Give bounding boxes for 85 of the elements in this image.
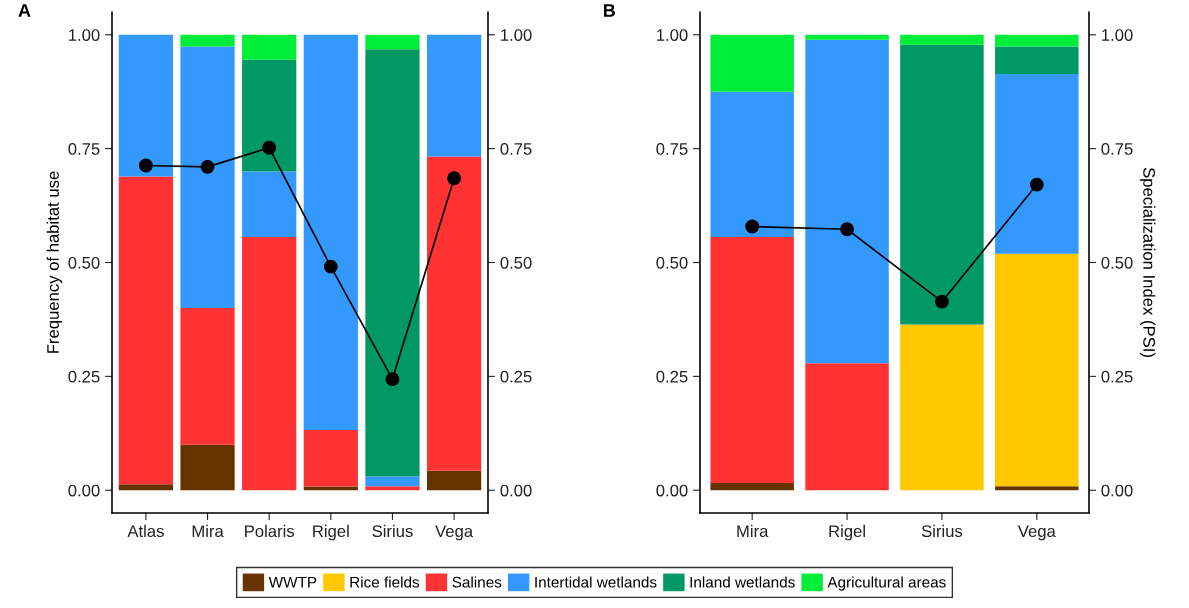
y2-tick-label: 0.25 bbox=[1101, 370, 1133, 383]
legend-label: Intertidal wetlands bbox=[535, 576, 657, 588]
x-tick-label: Sirius bbox=[921, 524, 963, 538]
x-tick-label: Vega bbox=[435, 525, 474, 541]
x-tick-label: Rigel bbox=[313, 524, 349, 541]
y-tick-label: 0.00 bbox=[656, 484, 688, 497]
x-tick-label: Atlas bbox=[127, 524, 164, 538]
bar bbox=[242, 59, 297, 172]
y-tick-label: 0.25 bbox=[68, 370, 100, 383]
y2-tick-label: 0.25 bbox=[500, 370, 532, 383]
bar bbox=[118, 176, 174, 485]
legend-label: Rice fields bbox=[350, 576, 420, 588]
point bbox=[323, 259, 338, 274]
legend-label: Salines bbox=[452, 576, 502, 588]
bar bbox=[303, 430, 358, 487]
text: A bbox=[18, 4, 31, 17]
bar bbox=[995, 46, 1079, 74]
bar bbox=[180, 34, 235, 47]
bar bbox=[995, 34, 1079, 47]
point bbox=[200, 159, 215, 174]
x-tick-label: Polaris bbox=[245, 524, 295, 538]
y-tick-label: 0.50 bbox=[656, 256, 688, 269]
x-tick-label: Sirius bbox=[372, 524, 413, 538]
y-tick-label: 0.75 bbox=[656, 143, 688, 155]
y2-tick-label: 0.50 bbox=[500, 256, 532, 269]
bar bbox=[118, 34, 174, 177]
legend-label: Agricultural areas bbox=[827, 576, 946, 591]
bar bbox=[710, 482, 794, 491]
bar bbox=[180, 308, 235, 445]
bar bbox=[426, 156, 482, 471]
legend-label: WWTP bbox=[268, 576, 317, 588]
bar bbox=[242, 34, 297, 60]
bar bbox=[900, 34, 984, 45]
bar bbox=[365, 476, 420, 487]
bar bbox=[710, 91, 794, 237]
point bbox=[138, 158, 153, 173]
x-tick-label: Rigel bbox=[829, 524, 865, 541]
y2-tick-label: 0.00 bbox=[1101, 484, 1133, 497]
point bbox=[262, 140, 277, 155]
y2-tick-label: 1.00 bbox=[1102, 29, 1133, 41]
y2-tick-label: 0.75 bbox=[1101, 143, 1133, 155]
y2-tick-label: 1.00 bbox=[501, 29, 532, 41]
bar bbox=[426, 34, 482, 157]
bar bbox=[180, 444, 235, 491]
bar bbox=[710, 34, 794, 92]
bar bbox=[303, 34, 358, 431]
bar bbox=[805, 363, 889, 491]
bar bbox=[118, 484, 174, 491]
point bbox=[840, 222, 855, 237]
legend-label: Inland wetlands bbox=[690, 576, 795, 588]
point bbox=[1029, 177, 1044, 192]
y-tick-label: 1.00 bbox=[69, 29, 100, 41]
bar bbox=[426, 470, 482, 491]
y2-axis-title: Specialization Index (PSI) bbox=[1139, 167, 1156, 357]
y-tick-label: 1.00 bbox=[657, 29, 688, 41]
bar bbox=[365, 34, 420, 50]
bar bbox=[365, 49, 420, 477]
y-axis-title: Frequency of habitat use bbox=[46, 171, 63, 353]
bar bbox=[900, 324, 984, 491]
bar bbox=[710, 236, 794, 483]
point bbox=[934, 294, 949, 309]
point bbox=[447, 171, 462, 186]
y2-tick-label: 0.00 bbox=[500, 484, 532, 497]
bar bbox=[365, 486, 420, 491]
y-tick-label: 0.00 bbox=[68, 484, 100, 497]
x-tick-label: Mira bbox=[192, 524, 224, 538]
bar bbox=[805, 39, 889, 364]
bar bbox=[900, 44, 984, 325]
bar bbox=[995, 73, 1079, 254]
y2-tick-label: 0.50 bbox=[1101, 256, 1133, 269]
y2-tick-label: 0.75 bbox=[500, 143, 532, 155]
bar bbox=[995, 253, 1079, 487]
x-tick-label: Mira bbox=[737, 524, 769, 538]
y-tick-label: 0.25 bbox=[656, 370, 688, 383]
x-tick-label: Vega bbox=[1017, 525, 1056, 541]
bar bbox=[180, 46, 235, 309]
bar bbox=[995, 486, 1079, 491]
bar bbox=[242, 171, 297, 237]
text: B bbox=[603, 4, 615, 17]
point bbox=[745, 219, 760, 234]
point bbox=[385, 372, 400, 387]
y-tick-label: 0.50 bbox=[68, 256, 100, 269]
bar bbox=[242, 236, 297, 491]
y-tick-label: 0.75 bbox=[68, 143, 100, 155]
bar bbox=[805, 34, 889, 40]
